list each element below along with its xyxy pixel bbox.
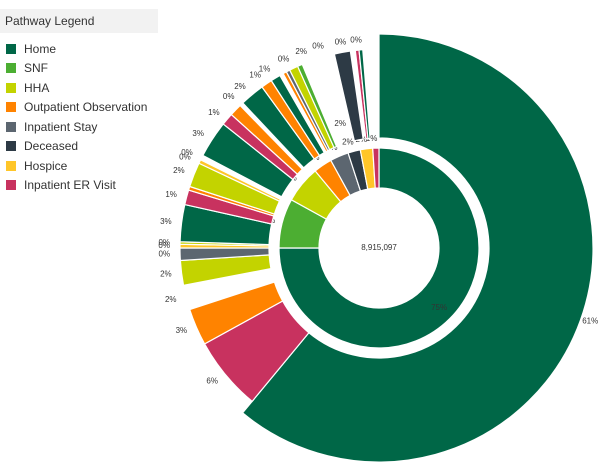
legend-swatch <box>6 180 16 191</box>
outer-slice[interactable] <box>188 281 284 345</box>
outer-slice-label: 0% <box>179 152 191 161</box>
outer-slice-label: 2% <box>165 295 177 304</box>
legend-item[interactable]: Inpatient ER Visit <box>0 176 158 196</box>
legend-label: HHA <box>24 80 50 95</box>
legend-list: Home SNF HHA Outpatient Observation Inpatien… <box>0 39 158 195</box>
inner-slice[interactable] <box>278 147 480 349</box>
outer-slice-label: 0% <box>278 54 290 63</box>
outer-slice-label: 2% <box>173 166 185 175</box>
legend-label: Inpatient ER Visit <box>24 178 116 193</box>
legend-label: Deceased <box>24 139 79 154</box>
outer-slice[interactable] <box>270 74 326 157</box>
outer-slice-label: 1% <box>249 71 261 80</box>
legend-item[interactable]: Hospice <box>0 156 158 176</box>
outer-slice-label: 2% <box>160 269 172 278</box>
legend-swatch <box>6 102 16 113</box>
outer-slice-label: 0% <box>312 41 324 50</box>
inner-slice-label: 1% <box>366 134 378 143</box>
legend-title: Pathway Legend <box>0 9 158 33</box>
outer-slice[interactable] <box>241 33 594 463</box>
outer-slice-label: 6% <box>206 376 218 385</box>
legend-swatch <box>6 121 16 132</box>
legend-item[interactable]: Outpatient Observation <box>0 98 158 118</box>
inner-slice[interactable] <box>372 147 380 189</box>
center-total: 8,915,097 <box>361 243 397 252</box>
legend-label: Hospice <box>24 158 68 173</box>
outer-slice-label: 3% <box>192 129 204 138</box>
legend: Pathway Legend Home SNF HHA Outpatient Obse… <box>0 9 158 195</box>
legend-swatch <box>6 82 16 93</box>
outer-slice-label: 1% <box>208 108 220 117</box>
legend-item[interactable]: Deceased <box>0 137 158 157</box>
outer-slice-label: 0% <box>158 241 170 250</box>
legend-swatch <box>6 63 16 74</box>
outer-slice-label: 0% <box>158 238 170 247</box>
outer-slice-label: 1% <box>259 65 271 74</box>
outer-slice-label: 0% <box>350 35 362 44</box>
outer-slice[interactable] <box>296 63 338 149</box>
inner-slice-label: 2% <box>342 138 354 147</box>
outer-slice[interactable] <box>230 104 304 176</box>
legend-item[interactable]: SNF <box>0 59 158 79</box>
outer-slice-label: 2% <box>295 47 307 56</box>
outer-slice-label: 0% <box>181 148 193 157</box>
outer-slice-label: 1% <box>165 190 177 199</box>
legend-label: Inpatient Stay <box>24 119 98 134</box>
outer-slice-label: 0% <box>159 250 171 259</box>
legend-swatch <box>6 160 16 171</box>
legend-swatch <box>6 141 16 152</box>
outer-slice[interactable] <box>333 50 364 142</box>
legend-label: Outpatient Observation <box>24 100 148 115</box>
outer-slice-label: 0% <box>335 38 347 47</box>
legend-item[interactable]: HHA <box>0 78 158 98</box>
inner-slice-label: 75% <box>431 303 447 312</box>
outer-slice-label: 3% <box>160 217 172 226</box>
legend-swatch <box>6 43 16 54</box>
outer-slice-label: 2% <box>234 82 246 91</box>
legend-item[interactable]: Home <box>0 39 158 59</box>
inner-extra-label: 2% <box>334 119 346 128</box>
outer-slice-label: 61% <box>582 316 598 325</box>
outer-slice[interactable] <box>198 159 282 202</box>
outer-slice[interactable] <box>358 48 371 140</box>
legend-label: Home <box>24 41 57 56</box>
outer-slice-label: 3% <box>176 326 188 335</box>
legend-label: SNF <box>24 61 48 76</box>
outer-slice-label: 0% <box>223 92 235 101</box>
legend-item[interactable]: Inpatient Stay <box>0 117 158 137</box>
